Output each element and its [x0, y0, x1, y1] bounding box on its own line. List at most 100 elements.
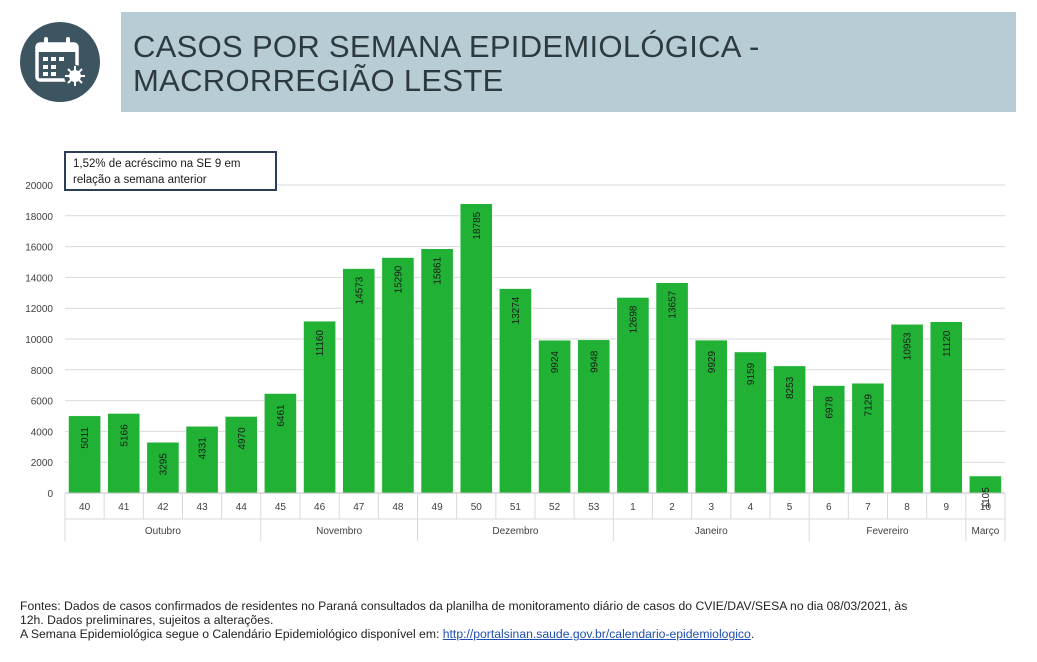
- x-tick-label: 2: [669, 502, 675, 513]
- x-tick-label: 45: [275, 502, 287, 513]
- bar-value-label: 15861: [433, 256, 444, 284]
- bar-value-label: 9159: [746, 362, 757, 385]
- bar-value-label: 9929: [707, 351, 718, 374]
- bar: [303, 320, 336, 494]
- bar-value-label: 13274: [511, 296, 522, 324]
- month-label: Março: [972, 526, 1000, 537]
- bar-value-label: 13657: [668, 290, 679, 318]
- bar-value-label: 1105: [981, 487, 992, 509]
- bar-value-label: 11160: [315, 330, 326, 357]
- x-tick-label: 42: [157, 502, 169, 513]
- bar: [929, 321, 963, 494]
- bar-value-label: 9948: [589, 350, 600, 373]
- bar: [264, 393, 297, 494]
- month-label: Novembro: [316, 526, 363, 537]
- footer-line-1: Fontes: Dados de casos confirmados de re…: [20, 599, 908, 613]
- bar-value-label: 7129: [863, 394, 874, 417]
- y-tick-label: 12000: [25, 304, 53, 315]
- month-label: Dezembro: [492, 526, 539, 537]
- x-tick-label: 40: [79, 502, 91, 513]
- bar-value-label: 4970: [237, 427, 248, 450]
- footer-line-3-prefix: A Semana Epidemiológica segue o Calendár…: [20, 627, 443, 641]
- x-tick-label: 43: [197, 502, 209, 513]
- y-tick-label: 10000: [25, 335, 53, 346]
- bar: [851, 382, 885, 494]
- bar: [538, 339, 571, 494]
- annotation-line-2: relação a semana anterior: [73, 174, 207, 186]
- bar: [655, 282, 689, 494]
- bar: [342, 268, 376, 494]
- x-tick-label: 44: [236, 502, 248, 513]
- bar: [890, 324, 924, 494]
- bar: [420, 248, 454, 494]
- footer-line-2: 12h. Dados preliminares, sujeitos a alte…: [20, 613, 274, 627]
- bar: [577, 339, 611, 494]
- y-tick-label: 8000: [31, 366, 54, 377]
- x-tick-label: 6: [826, 502, 832, 513]
- title-line-2: MACRORREGIÃO LESTE: [133, 63, 504, 98]
- x-tick-label: 53: [588, 502, 600, 513]
- x-tick-label: 1: [630, 502, 636, 513]
- bar-value-label: 9924: [550, 351, 561, 374]
- bar: [694, 339, 728, 494]
- bar-value-label: 8253: [785, 376, 796, 399]
- bar: [616, 297, 650, 494]
- bar: [812, 385, 846, 494]
- page-title: CASOS POR SEMANA EPIDEMIOLÓGICA - MACROR…: [133, 30, 760, 98]
- annotation-line-1: 1,52% de acréscimo na SE 9 em: [73, 158, 240, 170]
- annotation-box: [64, 151, 277, 191]
- cases-bar-chart: 0 2000 4000 6000 8000 10000 12000 14000 16000 180…: [25, 151, 1006, 541]
- y-tick-label: 14000: [25, 273, 53, 284]
- title-banner: CASOS POR SEMANA EPIDEMIOLÓGICA - MACROR…: [121, 12, 1016, 112]
- bar-value-label: 12698: [628, 305, 639, 333]
- bar-value-label: 18785: [472, 211, 483, 239]
- bar: [734, 351, 767, 494]
- y-tick-label: 6000: [31, 397, 54, 408]
- footer-line-3-suffix: .: [750, 627, 755, 641]
- x-tick-label: 46: [314, 502, 326, 513]
- x-tick-label: 47: [353, 502, 365, 513]
- bar: [499, 288, 532, 494]
- y-tick-label: 20000: [25, 181, 53, 192]
- bar-value-label: 4331: [198, 437, 209, 460]
- x-tick-label: 49: [432, 502, 444, 513]
- y-tick-label: 0: [47, 489, 53, 500]
- month-label: Fevereiro: [866, 526, 909, 537]
- footer-line-3: A Semana Epidemiológica segue o Calendár…: [20, 627, 1015, 641]
- bar: [459, 203, 493, 494]
- y-tick-label: 2000: [31, 458, 54, 469]
- bar: [185, 426, 219, 494]
- x-tick-label: 51: [510, 502, 522, 513]
- calendar-virus-icon: [20, 22, 100, 102]
- x-tick-label: 50: [471, 502, 483, 513]
- x-tick-label: 10: [980, 502, 992, 513]
- bar: [381, 257, 415, 494]
- y-tick-label: 16000: [25, 243, 53, 254]
- x-tick-label: 48: [392, 502, 404, 513]
- bar-value-label: 6978: [824, 396, 835, 419]
- x-tick-label: 41: [118, 502, 130, 513]
- bar-value-label: 5166: [119, 424, 130, 447]
- x-tick-label: 8: [904, 502, 910, 513]
- y-tick-label: 4000: [31, 427, 54, 438]
- x-tick-label: 3: [708, 502, 714, 513]
- calendar-link[interactable]: http://portalsinan.saude.gov.br/calendar…: [442, 627, 751, 641]
- x-tick-label: 7: [865, 502, 871, 513]
- x-tick-label: 4: [748, 502, 754, 513]
- bar: [68, 415, 101, 494]
- bar: [224, 416, 258, 494]
- x-tick-label: 52: [549, 502, 561, 513]
- month-label: Janeiro: [695, 526, 728, 537]
- bar-value-label: 6461: [276, 404, 287, 427]
- bar-value-label: 14573: [354, 276, 365, 304]
- bar: [107, 413, 141, 494]
- bar-value-label: 15290: [393, 265, 404, 293]
- month-label: Outubro: [145, 526, 182, 537]
- x-tick-label: 5: [787, 502, 793, 513]
- bar-value-label: 11120: [942, 330, 953, 357]
- bar: [773, 365, 806, 494]
- bar-value-label: 5011: [80, 427, 91, 449]
- footer-notes: Fontes: Dados de casos confirmados de re…: [20, 599, 1015, 641]
- bar-value-label: 3295: [158, 453, 169, 476]
- x-tick-label: 9: [943, 502, 949, 513]
